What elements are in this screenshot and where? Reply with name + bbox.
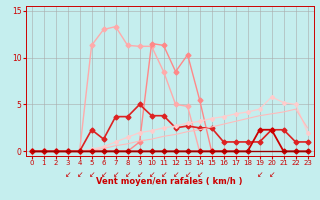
Text: ↙: ↙ bbox=[76, 170, 83, 179]
Text: ↙: ↙ bbox=[100, 170, 107, 179]
Text: ↙: ↙ bbox=[172, 170, 179, 179]
Text: ↙: ↙ bbox=[112, 170, 119, 179]
X-axis label: Vent moyen/en rafales ( km/h ): Vent moyen/en rafales ( km/h ) bbox=[96, 177, 243, 186]
Text: ↙: ↙ bbox=[136, 170, 143, 179]
Text: ↙: ↙ bbox=[124, 170, 131, 179]
Text: ↙: ↙ bbox=[196, 170, 203, 179]
Text: ↙: ↙ bbox=[184, 170, 191, 179]
Text: ↙: ↙ bbox=[268, 170, 275, 179]
Text: ↙: ↙ bbox=[88, 170, 95, 179]
Text: ↙: ↙ bbox=[148, 170, 155, 179]
Text: ↙: ↙ bbox=[64, 170, 71, 179]
Text: ↙: ↙ bbox=[256, 170, 263, 179]
Text: ↙: ↙ bbox=[160, 170, 167, 179]
